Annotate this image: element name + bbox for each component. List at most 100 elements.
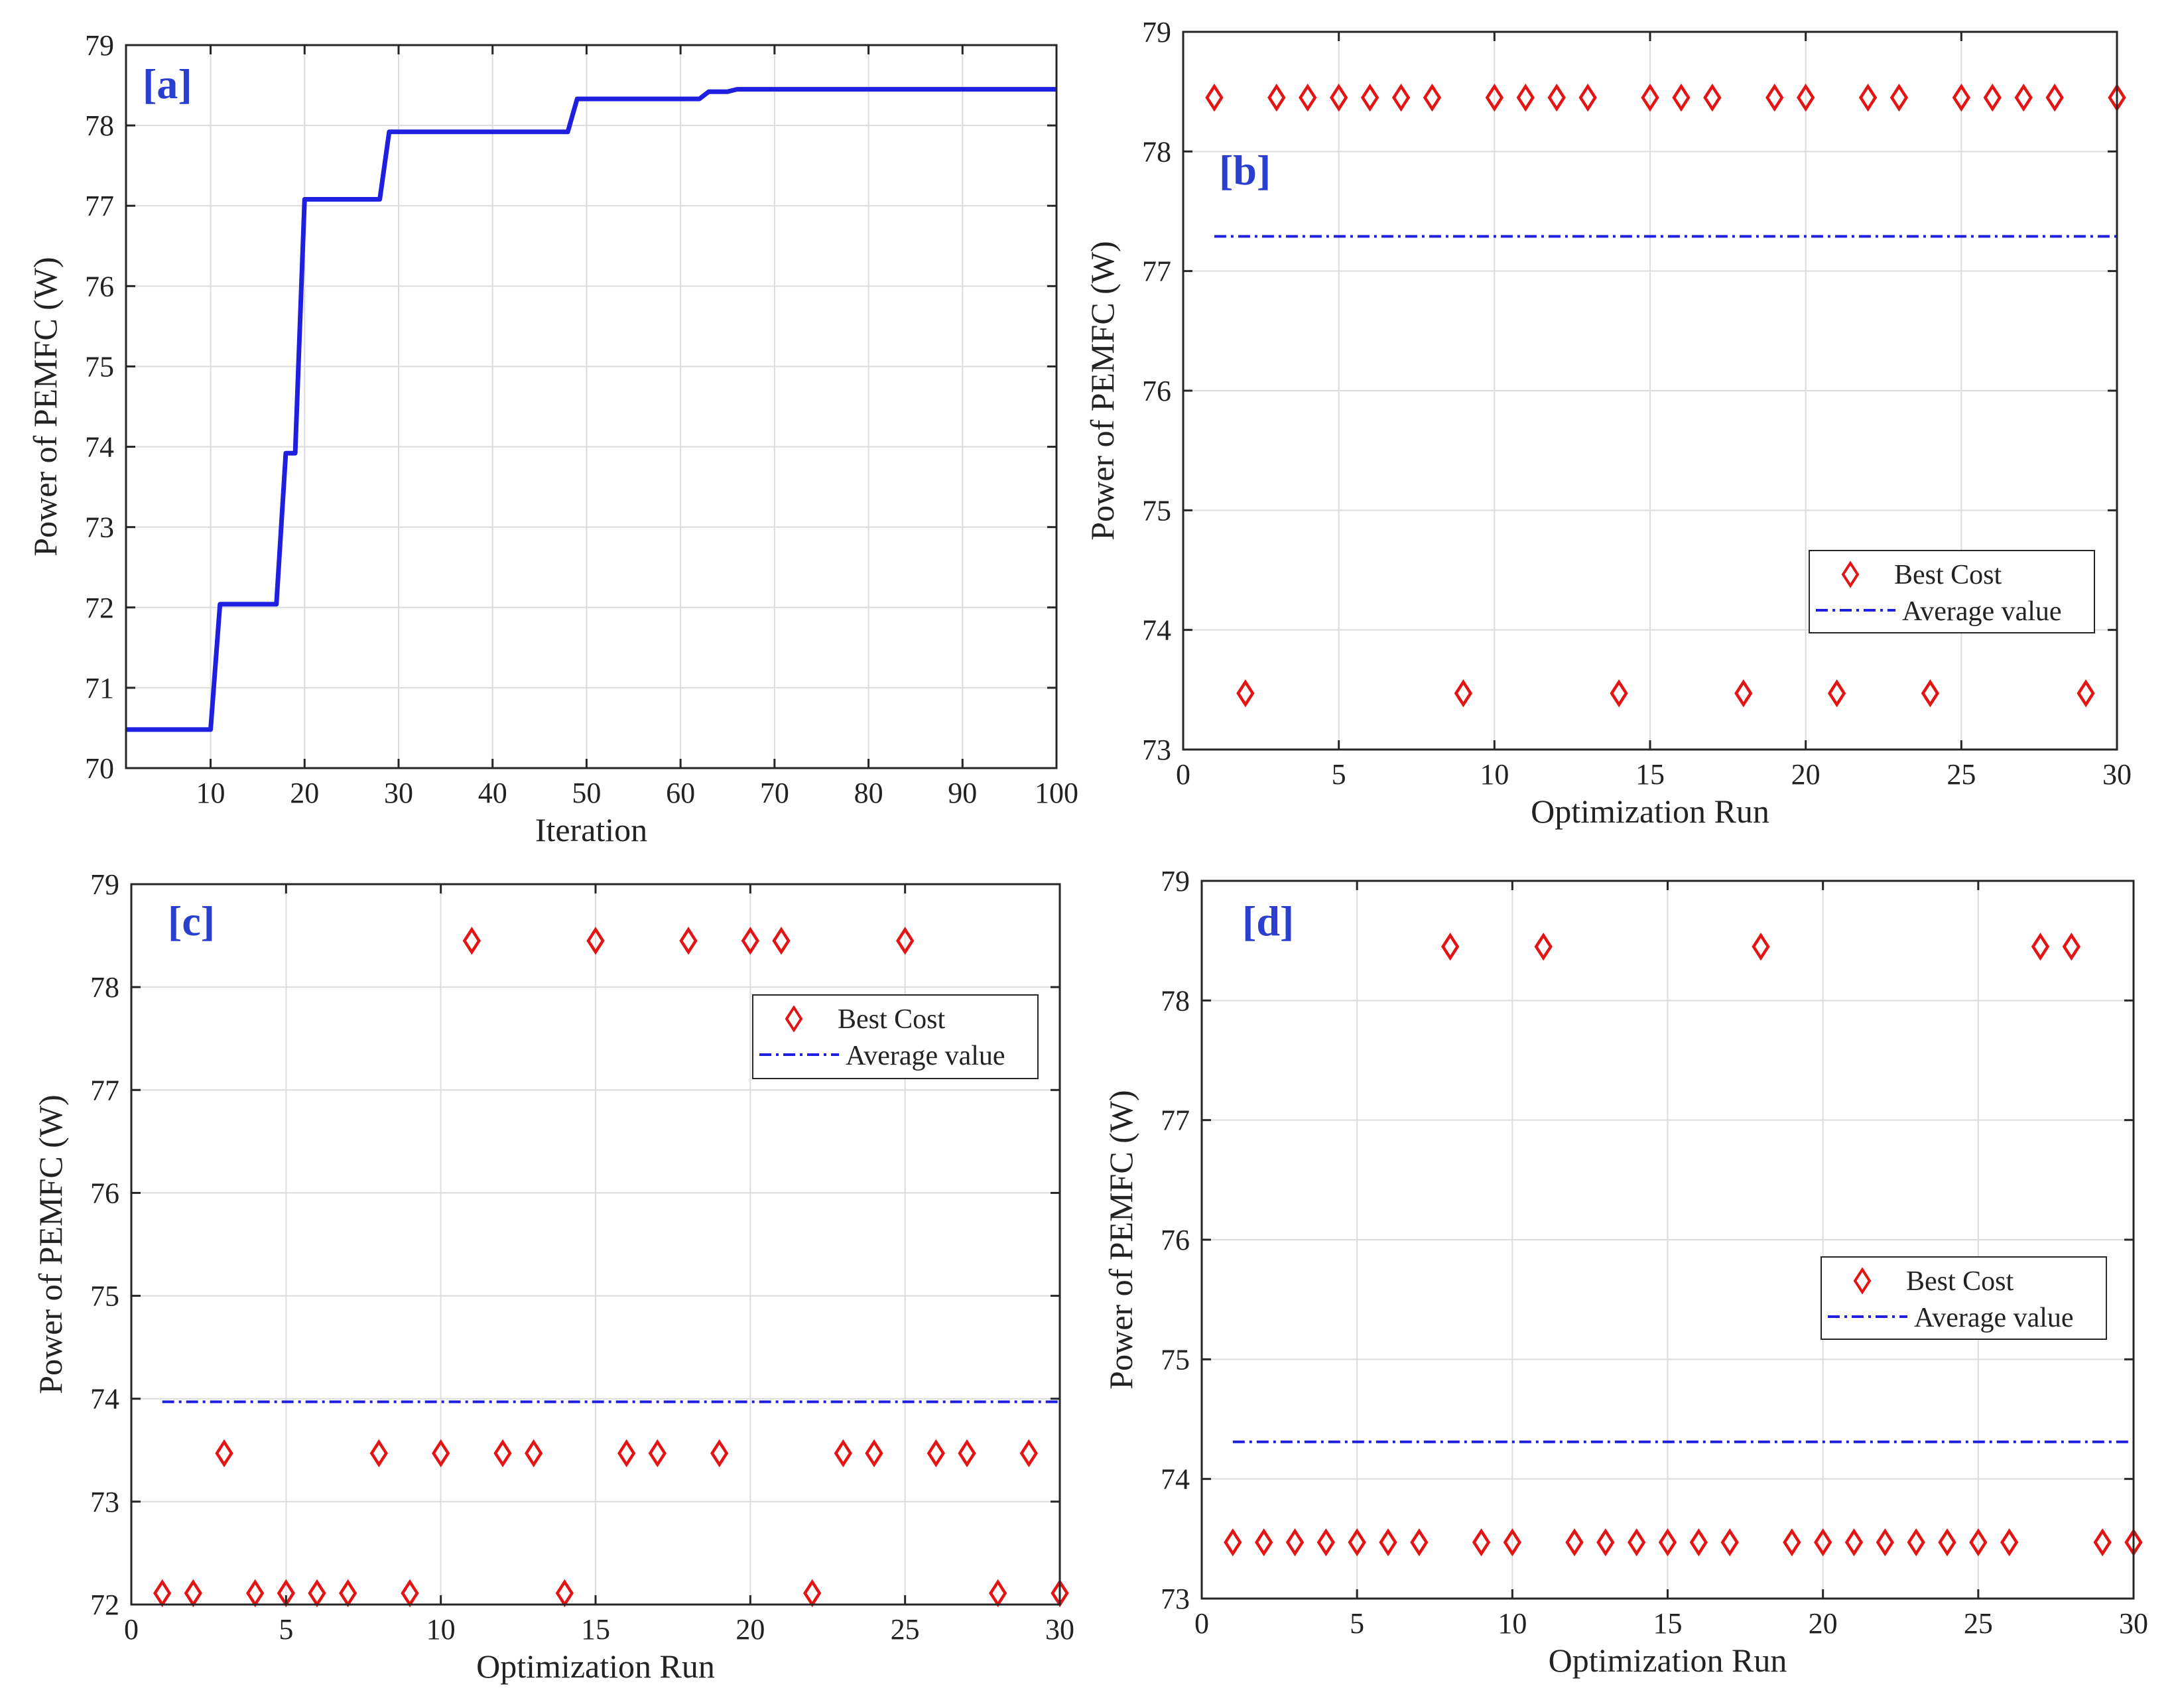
panel-c-best-cost-point (1019, 1439, 1039, 1468)
panel-a-frame (125, 44, 1058, 769)
panel-b-legend-best-cost: Best Cost (1894, 560, 2002, 590)
panel-b-best-cost-point (1578, 84, 1597, 112)
panel-a: 10 20 30 40 50 60 70 80 90 100 70 71 72 73 74 75 76 77 78 7… (27, 29, 1078, 848)
panel-a-xtick-label: 50 (572, 777, 601, 809)
panel-b-xtick-label: 25 (1947, 758, 1976, 791)
panel-d-xtick-label: 0 (1194, 1607, 1209, 1640)
panel-b-best-cost-point (1734, 679, 1753, 708)
panel-b-xtick-label: 5 (1332, 758, 1346, 791)
panel-c-best-cost-point (679, 927, 698, 955)
panel-b-xtick-label: 0 (1176, 758, 1190, 791)
panel-d-best-cost-point (1472, 1528, 1491, 1557)
panel-b-best-cost-point (2077, 679, 2095, 708)
panel-b-best-cost-point (1391, 84, 1411, 112)
panel-b-best-cost-point (1672, 84, 1691, 112)
panel-b-best-cost-point (1641, 84, 1659, 112)
panel-d-best-cost-point (1503, 1528, 1522, 1557)
panel-c-best-cost-point (215, 1439, 233, 1468)
panel-b-best-cost-point (1360, 84, 1379, 112)
panel-d-ticks: 0 5 10 15 20 25 30 73 74 75 76 77 78 79 (1161, 865, 2148, 1640)
panel-a-xtick-label: 10 (196, 777, 225, 809)
panel-b-xtick-label: 15 (1635, 758, 1665, 791)
panel-b-best-cost-point (1765, 84, 1784, 112)
panel-c-best-cost-point (617, 1439, 636, 1468)
panel-c-ytick-label: 76 (90, 1177, 119, 1209)
panel-a-convergence-line (126, 87, 1056, 732)
panel-b-xtick-label: 20 (1791, 758, 1821, 791)
panel-c-best-cost-point (648, 1439, 667, 1468)
panel-c-legend-average-value: Average value (846, 1041, 1005, 1071)
panel-b-best-cost-point (1952, 84, 1971, 112)
panel-d-marks (1224, 933, 2143, 1557)
panel-b-best-cost-point (1827, 679, 1846, 708)
panel-b-best-cost-point (1921, 679, 1940, 708)
panel-b-ytick-label: 76 (1142, 375, 1171, 407)
panel-d-best-cost-point (1224, 1528, 1242, 1557)
panel-d-best-cost-point (1752, 933, 1770, 961)
panel-c-xtick-label: 25 (891, 1613, 920, 1646)
panel-c-xtick-label: 5 (279, 1613, 293, 1646)
panel-a-xtick-label: 40 (478, 777, 507, 809)
panel-d-best-cost-point (1534, 933, 1553, 961)
panel-b-best-cost-point (1236, 679, 1255, 708)
panel-a-ylabel: Power of PEMFC (W) (27, 257, 64, 556)
panel-a-ytick-label: 79 (85, 29, 114, 62)
panel-b-best-cost-point (1796, 84, 1815, 112)
panel-b-tag: [b] (1219, 147, 1271, 194)
panel-d-best-cost-point (1876, 1528, 1895, 1557)
panel-b-best-cost-point (2045, 84, 2064, 112)
panel-d-tag: [d] (1242, 897, 1294, 945)
panel-b-best-cost-point (1858, 84, 1878, 112)
panel-b: 0 5 10 15 20 25 30 73 74 75 76 77 78 79 Optimization … (1084, 16, 2132, 830)
panel-b-best-cost-point (1703, 84, 1722, 112)
panel-b-ytick-label: 74 (1142, 614, 1171, 647)
panel-c-xtick-label: 10 (426, 1613, 456, 1646)
panel-c-xtick-label: 0 (124, 1613, 139, 1646)
panel-c-best-cost-point (524, 1439, 543, 1468)
panel-d-xtick-label: 30 (2119, 1607, 2148, 1640)
panel-d-best-cost-point (2000, 1528, 2019, 1557)
panel-d-best-cost-point (2031, 933, 2050, 961)
panel-d-ytick-label: 76 (1161, 1224, 1190, 1256)
panel-c-ytick-label: 73 (90, 1486, 119, 1518)
panel-d-ytick-label: 78 (1161, 984, 1190, 1017)
panel-b-xtick-label: 30 (2102, 758, 2132, 791)
panel-c-ytick-label: 78 (90, 971, 119, 1004)
panel-a-ytick-label: 70 (85, 752, 114, 785)
panel-d-best-cost-point (1907, 1528, 1925, 1557)
panel-c-ticks: 0 5 10 15 20 25 30 72 73 74 75 76 77 78 79 (90, 868, 1074, 1646)
panel-d-best-cost-point (1720, 1528, 1739, 1557)
panel-b-best-cost-point (2014, 84, 2033, 112)
panel-c-best-cost-point (895, 927, 915, 955)
panel-d-best-cost-point (1410, 1528, 1429, 1557)
panel-a-tag: [a] (143, 60, 192, 107)
panel-c-ytick-label: 77 (90, 1074, 119, 1106)
panel-a-ytick-label: 76 (85, 270, 114, 302)
panel-c-best-cost-point (741, 927, 760, 955)
panel-b-legend-box (1809, 550, 2095, 633)
panel-a-ytick-label: 75 (85, 350, 114, 383)
panel-a-xtick-label: 70 (760, 777, 789, 809)
panel-b-ticks: 0 5 10 15 20 25 30 73 74 75 76 77 78 79 (1142, 16, 2132, 791)
panel-a-ytick-label: 77 (85, 190, 114, 222)
panel-b-best-cost-point (1205, 84, 1224, 112)
panel-b-best-cost-point (1485, 84, 1504, 112)
panel-a-marks (126, 87, 1056, 732)
panel-c-best-cost-point (493, 1439, 512, 1468)
panel-a-ytick-label: 78 (85, 109, 114, 142)
panel-d: 0 5 10 15 20 25 30 73 74 75 76 77 78 79 Optimization … (1102, 865, 2148, 1679)
panel-c-xtick-label: 30 (1045, 1613, 1074, 1646)
panel-d-ytick-label: 74 (1161, 1463, 1190, 1496)
panel-d-best-cost-point (1565, 1528, 1584, 1557)
panel-d-xtick-label: 25 (1964, 1607, 1993, 1640)
panel-d-best-cost-point (1379, 1528, 1397, 1557)
panel-b-best-cost-point (1454, 679, 1473, 708)
panel-c-best-cost-point (710, 1439, 729, 1468)
panel-b-ytick-label: 77 (1142, 255, 1171, 288)
panel-b-best-cost-point (1516, 84, 1535, 112)
panel-d-best-cost-point (1813, 1528, 1832, 1557)
panel-a-ytick-label: 74 (85, 431, 114, 464)
panel-b-best-cost-point (1983, 84, 2002, 112)
panel-d-best-cost-point (1658, 1528, 1677, 1557)
